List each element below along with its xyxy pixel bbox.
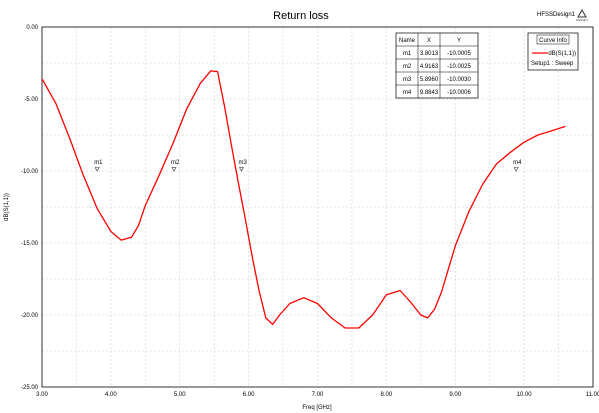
marker-label: m2 bbox=[171, 160, 180, 166]
grid bbox=[42, 27, 593, 387]
chart-title: Return loss bbox=[273, 10, 329, 22]
x-tick-labels: 3.00 4.00 5.00 6.00 7.00 8.00 9.00 10.00 11.00 bbox=[36, 392, 599, 398]
marker-table-header-x: X bbox=[427, 38, 431, 44]
marker-triangle bbox=[171, 167, 177, 172]
x-axis-label: Freq [GHz] bbox=[302, 405, 332, 411]
marker-m2: m2 bbox=[171, 160, 180, 172]
marker-triangle bbox=[238, 167, 244, 172]
marker-label: m1 bbox=[94, 160, 103, 166]
legend-series-name: dB(S(1,1)) bbox=[548, 51, 576, 57]
marker-table-cell: m4 bbox=[403, 90, 412, 96]
legend: Curve Info dB(S(1,1)) Setup1 : Sweep bbox=[527, 32, 579, 71]
marker-m3: m3 bbox=[238, 160, 247, 172]
marker-table-cell: m3 bbox=[403, 77, 412, 83]
y-tick-label: 0.00 bbox=[26, 25, 38, 31]
marker-table-header-name: Name bbox=[399, 38, 416, 44]
y-axis-label: dB(S(1,1)) bbox=[4, 193, 10, 221]
y-tick-label: -15.00 bbox=[21, 241, 39, 247]
x-tick-label: 3.00 bbox=[36, 392, 48, 398]
marker-triangle bbox=[94, 167, 100, 172]
legend-title-box bbox=[536, 34, 570, 45]
marker-m1: m1 bbox=[94, 160, 103, 172]
marker-table-cell: 4.9163 bbox=[420, 64, 439, 70]
series-line-s11 bbox=[41, 70, 566, 329]
x-tick-label: 6.00 bbox=[243, 392, 255, 398]
x-tick-label: 8.00 bbox=[381, 392, 393, 398]
marker-table-cell: 9.8843 bbox=[420, 90, 439, 96]
marker-table-cell: -10.0030 bbox=[447, 77, 471, 83]
marker-table-cell: m2 bbox=[403, 64, 412, 70]
y-tick-labels: 0.00 -5.00 -10.00 -15.00 -20.00 -25.00 bbox=[21, 25, 39, 391]
marker-triangle bbox=[513, 167, 519, 172]
y-tick-label: -10.00 bbox=[21, 169, 39, 175]
y-tick-label: -25.00 bbox=[21, 385, 39, 391]
marker-label: m4 bbox=[513, 160, 522, 166]
legend-title: Curve Info bbox=[539, 38, 567, 44]
marker-table: Name X Y m1 3.8013 -10.0005 m2 4.9163 -1… bbox=[395, 32, 479, 99]
x-tick-label: 10.00 bbox=[517, 392, 533, 398]
plot-frame bbox=[41, 26, 594, 388]
marker-label: m3 bbox=[238, 160, 247, 166]
marker-table-cell: m1 bbox=[403, 51, 412, 57]
markers-layer: m1 m2 m3 m4 bbox=[94, 160, 522, 172]
x-tick-label: 5.00 bbox=[174, 392, 186, 398]
legend-series-setup: Setup1 : Sweep bbox=[531, 61, 574, 67]
y-tick-label: -20.00 bbox=[21, 313, 39, 319]
marker-table-cell: -10.0025 bbox=[447, 64, 471, 70]
marker-table-cell: 3.8013 bbox=[420, 51, 439, 57]
ansoft-logo-text: ANSOFT bbox=[576, 18, 588, 22]
x-tick-label: 4.00 bbox=[105, 392, 117, 398]
ansoft-logo: ANSOFT bbox=[576, 8, 588, 22]
x-tick-label: 7.00 bbox=[312, 392, 324, 398]
marker-table-frame bbox=[395, 32, 479, 99]
marker-table-cell: 5.8960 bbox=[420, 77, 439, 83]
marker-table-cell: -10.0006 bbox=[447, 90, 471, 96]
design-name-label: HFSSDesign1 bbox=[537, 12, 576, 18]
ansoft-logo-mark bbox=[577, 8, 587, 18]
y-tick-label: -5.00 bbox=[24, 97, 38, 103]
marker-table-cell: -10.0005 bbox=[447, 51, 471, 57]
marker-m4: m4 bbox=[513, 160, 522, 172]
x-tick-label: 9.00 bbox=[449, 392, 461, 398]
x-tick-label: 11.00 bbox=[586, 392, 599, 398]
marker-table-header-y: Y bbox=[457, 38, 461, 44]
series-layer bbox=[41, 70, 566, 329]
